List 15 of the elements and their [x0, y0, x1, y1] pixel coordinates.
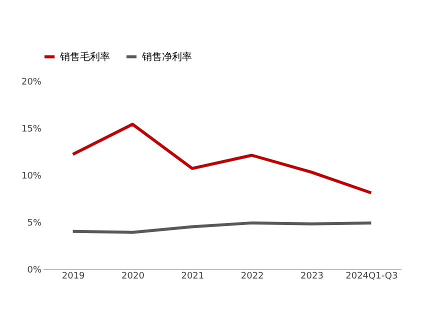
y-tick-label: 0% [27, 266, 42, 276]
y-tick-label: 5% [27, 218, 42, 228]
legend-label: 销售毛利率 [59, 50, 110, 63]
x-tick-label: 2021 [181, 272, 204, 282]
line-series [71, 221, 373, 234]
y-tick-label: 20% [21, 78, 42, 88]
x-tick-label: 2024Q1-Q3 [346, 272, 398, 282]
legend-label: 销售净利率 [141, 50, 192, 63]
x-tick-label: 2020 [122, 272, 145, 282]
line-series [71, 122, 373, 194]
x-tick-label: 2019 [62, 272, 86, 282]
x-tick-label: 2023 [300, 272, 324, 282]
x-tick-label: 2022 [240, 272, 264, 282]
y-tick-label: 10% [21, 172, 42, 182]
y-tick-label: 15% [21, 124, 42, 134]
